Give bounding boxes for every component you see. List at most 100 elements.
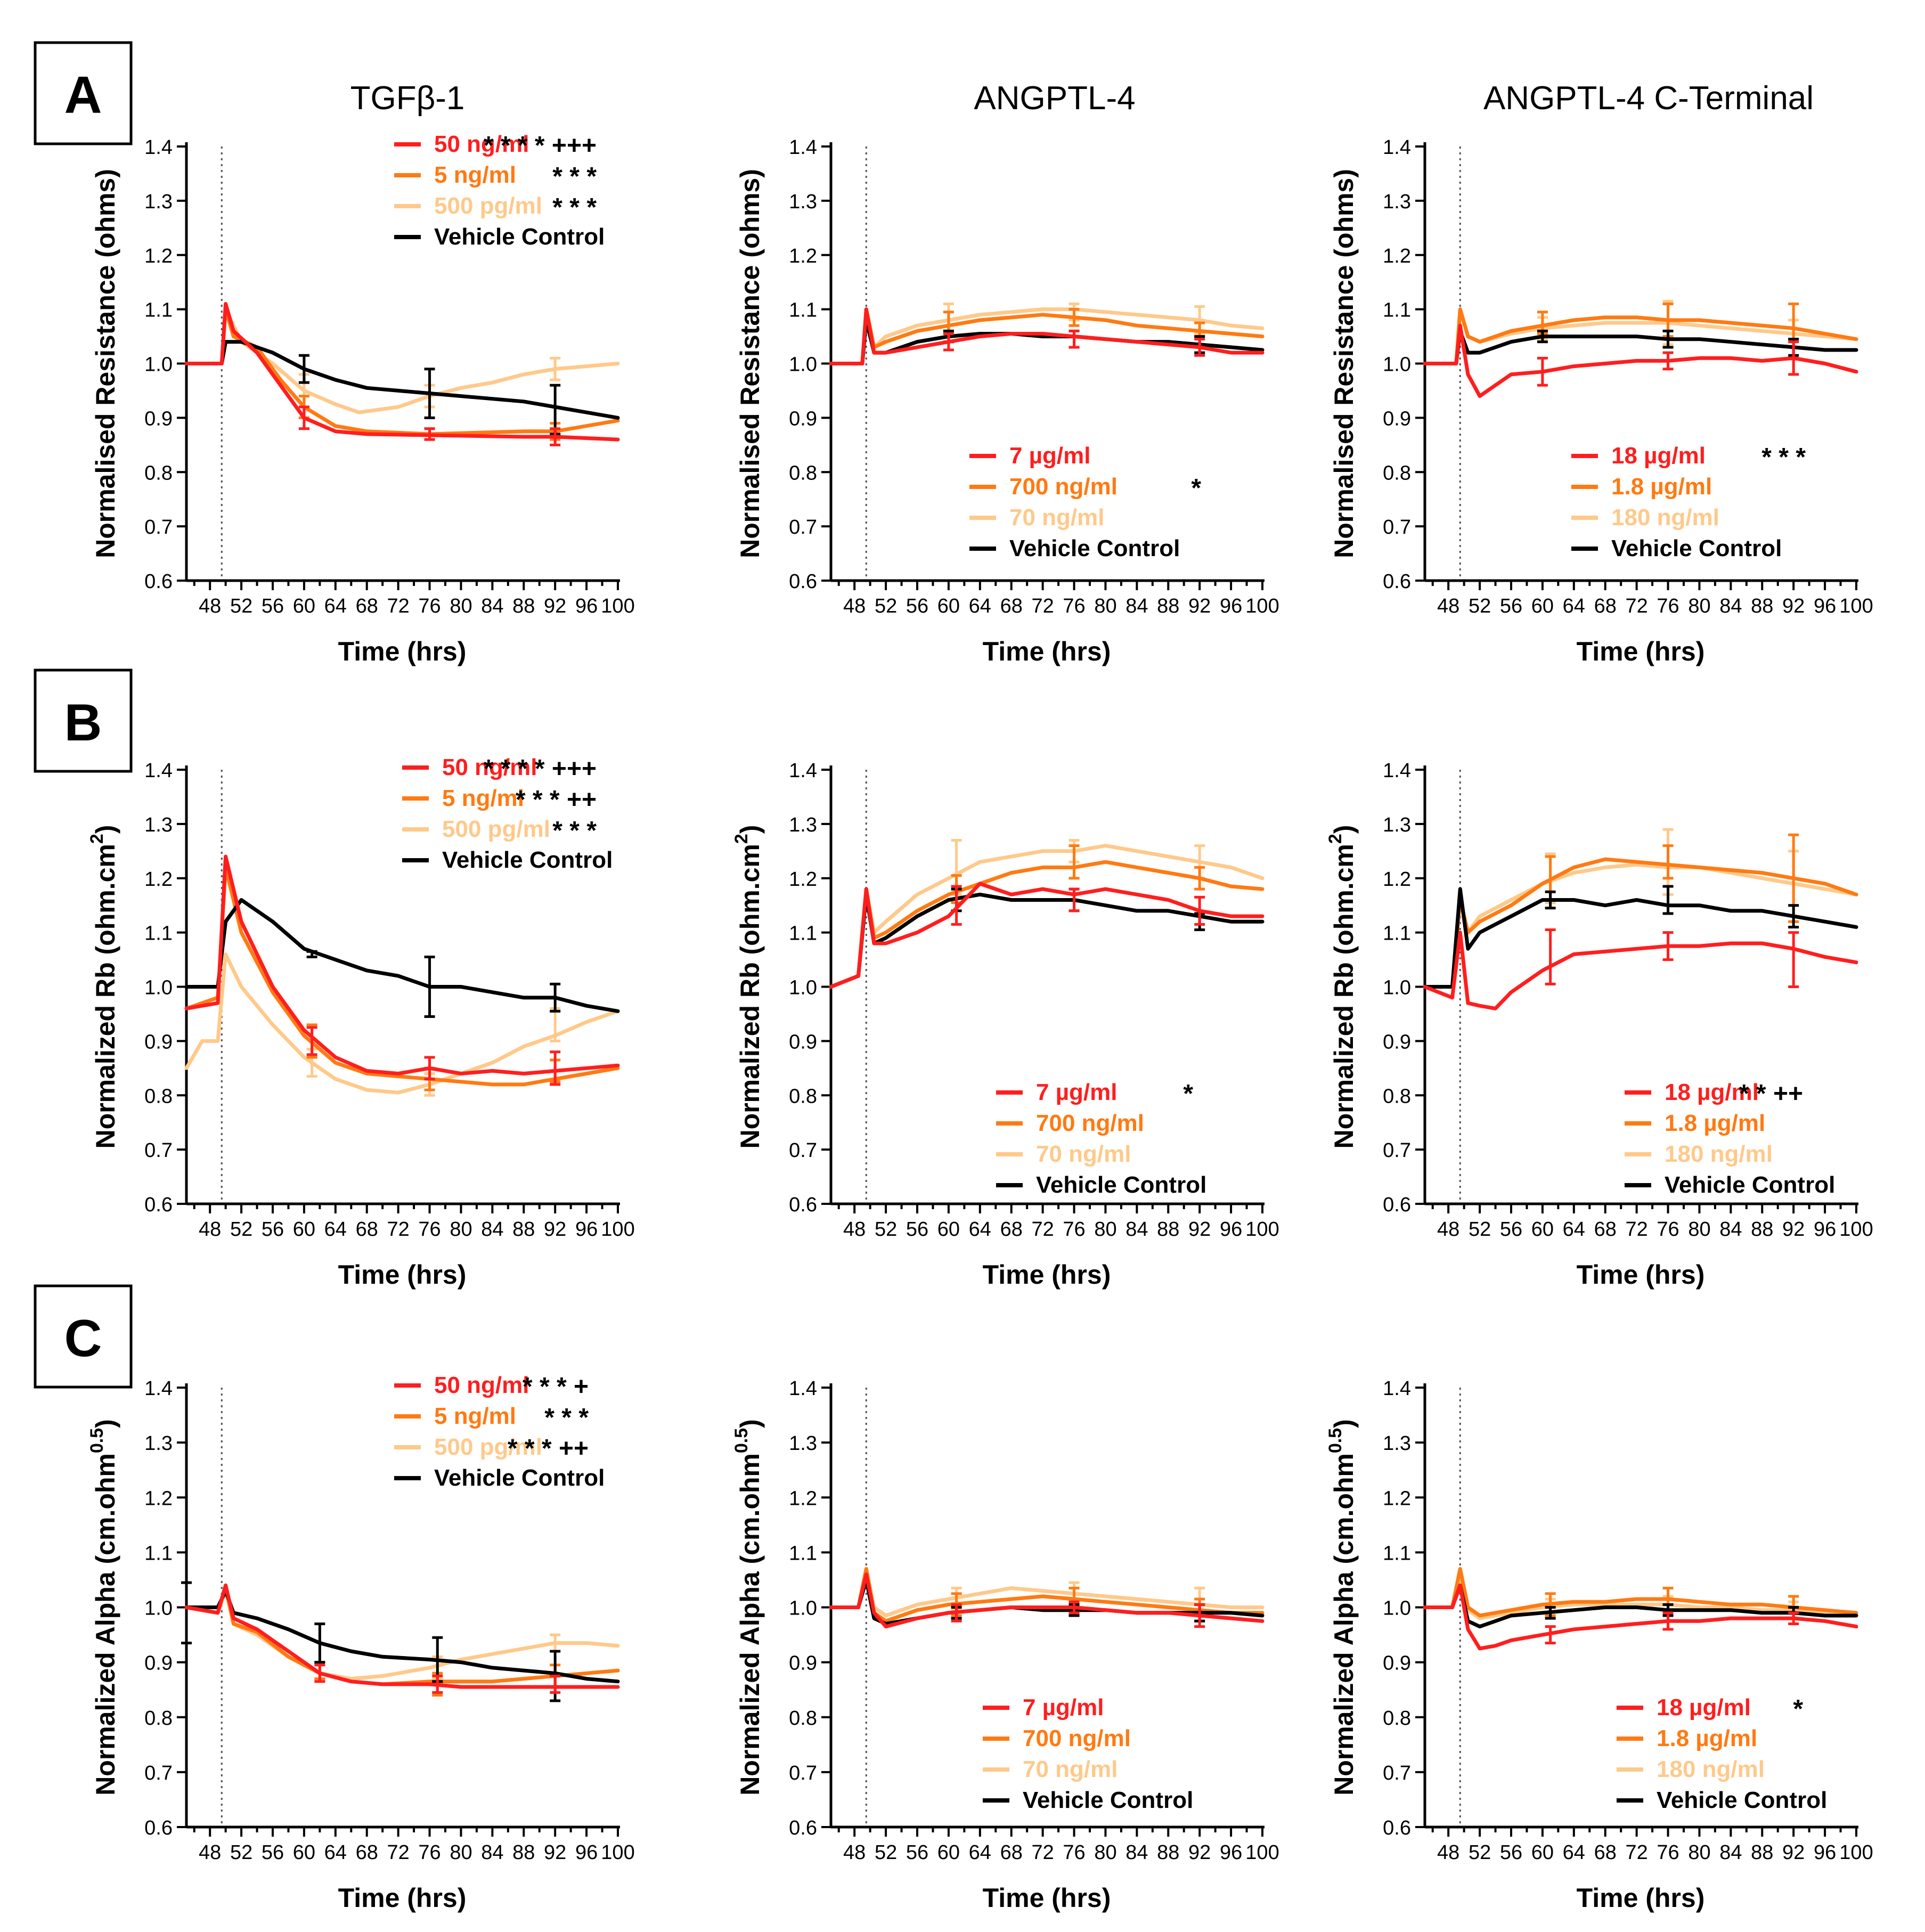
- legend-label-low: 500 pg/ml: [442, 816, 550, 842]
- y-axis-label-main: Normalized Rb (ohm.cm: [91, 844, 120, 1148]
- x-tick-label: 52: [230, 1218, 252, 1241]
- y-tick-label: 1.1: [789, 1542, 817, 1564]
- x-tick-label: 96: [575, 1841, 598, 1864]
- panel-b-tgf: 0.6 0.7 0.8 0.9 1.0 1.1 1.2 1.3 1.4 48 52 56 60 64 68 7…: [87, 754, 635, 1290]
- x-tick-label: 88: [1157, 1841, 1179, 1864]
- x-tick-label: 60: [293, 595, 315, 617]
- y-tick-label: 0.9: [789, 1652, 817, 1675]
- x-tick-label: 88: [1157, 1218, 1179, 1241]
- x-tick-label: 64: [324, 595, 347, 617]
- x-tick-label: 88: [512, 1218, 535, 1241]
- y-tick-label: 0.9: [1383, 1652, 1411, 1675]
- x-tick-label: 52: [230, 595, 252, 617]
- x-tick-label: 92: [544, 595, 566, 617]
- y-tick-label: 1.0: [1383, 1597, 1411, 1620]
- legend: 18 µg/ml* * ++1.8 µg/ml 180 ng/ml Vehicle …: [1625, 1079, 1835, 1198]
- x-tick-label: 64: [1563, 1218, 1585, 1241]
- y-tick-label: 1.0: [789, 354, 817, 376]
- column-title-angptl4-cterm: ANGPTL-4 C-Terminal: [1483, 80, 1814, 117]
- y-axis-label-close: ): [91, 825, 120, 834]
- x-tick-label: 56: [262, 595, 284, 617]
- x-axis-label: Time (hrs): [983, 1260, 1111, 1290]
- y-tick-label: 1.3: [144, 1432, 173, 1455]
- x-tick-label: 84: [481, 1218, 503, 1241]
- x-tick-label: 88: [1751, 595, 1773, 617]
- panel-a-ang: 0.6 0.7 0.8 0.9 1.0 1.1 1.2 1.3 1.4 48 52 56 60 64 68 7…: [735, 136, 1279, 666]
- x-tick-label: 96: [1220, 595, 1242, 617]
- row-label-b-text: B: [64, 693, 102, 752]
- x-tick-label: 72: [1625, 595, 1647, 617]
- series-line-high: [829, 1572, 1265, 1629]
- x-tick-label: 76: [418, 595, 441, 617]
- y-axis-label-close: ): [735, 1419, 765, 1428]
- x-axis-label: Time (hrs): [983, 637, 1111, 666]
- series-line-low: [184, 952, 620, 1095]
- x-axis-label: Time (hrs): [338, 637, 467, 666]
- x-tick-label: 60: [937, 595, 960, 617]
- series-line-high: [184, 1583, 620, 1689]
- row-label-a-text: A: [64, 66, 102, 124]
- x-tick-label: 92: [1188, 1218, 1211, 1241]
- y-tick-label: 1.1: [1383, 923, 1411, 945]
- legend: 7 µg/ml 700 ng/ml * 70 ng/ml Vehicle Control: [969, 443, 1201, 561]
- y-tick-label: 0.8: [789, 1707, 817, 1730]
- x-tick-label: 56: [262, 1841, 284, 1864]
- x-tick-label: 68: [1594, 595, 1617, 617]
- x-tick-label: 60: [1531, 595, 1554, 617]
- legend-label-low: 70 ng/ml: [1023, 1756, 1118, 1782]
- x-tick-label: 76: [1063, 1841, 1085, 1864]
- legend-label-mid: 700 ng/ml: [1023, 1725, 1131, 1751]
- legend-label-low: 70 ng/ml: [1009, 504, 1105, 531]
- legend-significance: * * * * +++: [484, 132, 597, 160]
- y-tick-label: 1.4: [144, 136, 173, 159]
- y-tick-label: 1.0: [144, 1597, 173, 1620]
- series-line-high: [184, 854, 620, 1075]
- legend-label-high: 18 µg/ml: [1665, 1079, 1759, 1105]
- y-axis-label: Normalized Alpha (cm.ohm0.5): [87, 1419, 120, 1796]
- y-tick-label: 1.4: [789, 136, 817, 159]
- x-tick-label: 52: [875, 1841, 897, 1864]
- legend-label-high: 50 ng/ml: [434, 1372, 529, 1398]
- x-tick-label: 92: [1782, 1218, 1805, 1241]
- x-tick-label: 80: [1688, 595, 1710, 617]
- y-tick-label: 1.0: [144, 354, 173, 376]
- legend-label-mid: 1.8 µg/ml: [1665, 1110, 1765, 1136]
- x-tick-label: 56: [906, 1841, 928, 1864]
- x-tick-label: 96: [575, 595, 598, 617]
- legend-significance: * * *: [552, 193, 597, 222]
- x-tick-label: 80: [450, 1218, 472, 1241]
- y-axis-label: Normalized Rb (ohm.cm2): [731, 825, 765, 1149]
- y-tick-label: 0.6: [789, 1194, 817, 1216]
- y-axis-label-close: ): [91, 1419, 120, 1428]
- x-tick-label: 84: [1125, 1841, 1148, 1864]
- y-tick-label: 0.7: [1383, 1762, 1411, 1784]
- column-title-tgf: TGFβ-1: [350, 80, 465, 117]
- x-tick-label: 88: [512, 1841, 535, 1864]
- x-tick-label: 68: [356, 1218, 378, 1241]
- x-tick-label: 88: [1157, 595, 1179, 617]
- x-tick-label: 48: [1437, 595, 1459, 617]
- x-tick-label: 76: [1063, 1218, 1085, 1241]
- legend-significance: * * *: [1761, 443, 1806, 471]
- row-label-c-text: C: [64, 1309, 102, 1367]
- x-tick-label: 80: [1688, 1841, 1710, 1864]
- y-tick-label: 1.3: [789, 814, 817, 836]
- y-tick-label: 1.4: [1383, 760, 1411, 782]
- y-axis-label-close: ): [735, 825, 765, 834]
- legend-label-high: 7 µg/ml: [1023, 1694, 1104, 1721]
- y-axis-label-close: ): [1329, 825, 1359, 834]
- x-tick-label: 84: [1719, 1218, 1742, 1241]
- y-tick-label: 0.6: [1383, 1194, 1411, 1216]
- y-tick-label: 1.4: [789, 1377, 817, 1400]
- y-tick-label: 1.2: [789, 868, 817, 891]
- legend-label-high: 18 µg/ml: [1611, 443, 1706, 469]
- y-tick-label: 1.1: [144, 923, 173, 945]
- legend-label-high: 50 ng/ml: [442, 754, 537, 780]
- legend-label-high: 50 ng/ml: [434, 131, 529, 157]
- series-line-control: [1423, 329, 1858, 365]
- y-axis-label: Normalised Resistance (ohms): [1329, 169, 1359, 558]
- y-tick-label: 0.7: [144, 1762, 173, 1784]
- x-tick-label: 76: [1657, 1841, 1679, 1864]
- legend-label-high: 7 µg/ml: [1009, 443, 1091, 469]
- series-line-control: [1423, 887, 1858, 989]
